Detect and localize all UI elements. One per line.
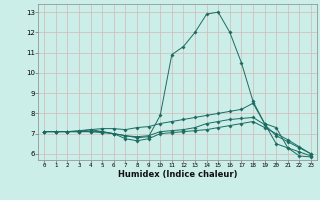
X-axis label: Humidex (Indice chaleur): Humidex (Indice chaleur)	[118, 170, 237, 179]
